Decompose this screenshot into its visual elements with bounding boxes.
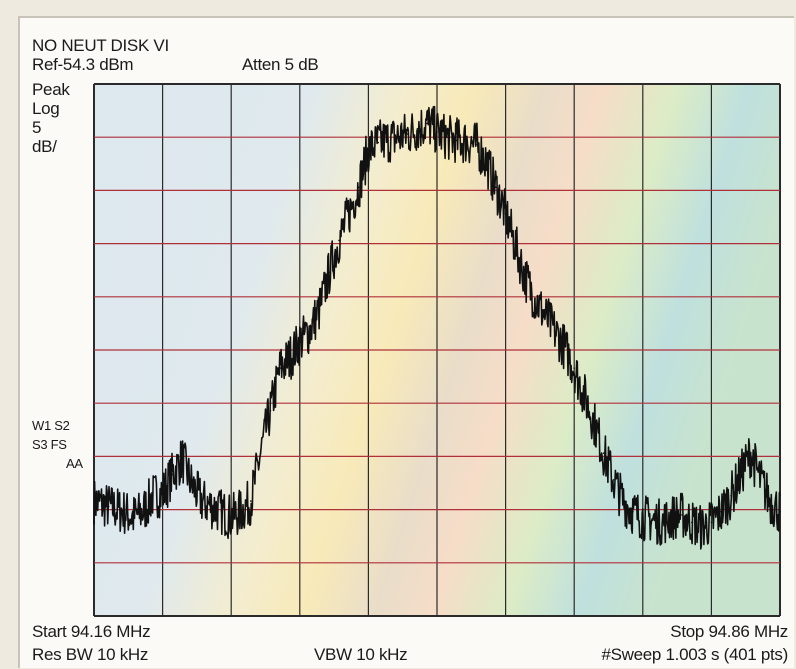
trace-point [161, 492, 164, 495]
trace-point [700, 526, 703, 529]
trace-point [622, 500, 624, 502]
trace-point [544, 314, 546, 316]
trace-point [691, 521, 693, 524]
trace-point [465, 140, 468, 143]
trace-point [593, 420, 595, 423]
trace-point [210, 505, 213, 508]
video-bandwidth: VBW 10 kHz [314, 645, 408, 664]
trace-point [524, 276, 526, 279]
trace-point [240, 510, 242, 513]
trace-point [107, 505, 110, 508]
marker-flags-row3: AA [66, 456, 83, 471]
trace-point [308, 330, 311, 332]
trace-point [122, 510, 125, 513]
trace-point [573, 367, 575, 369]
trace-point [651, 519, 654, 522]
attenuation: Atten 5 dB [242, 55, 319, 74]
trace-point [779, 510, 781, 513]
trace-point [436, 131, 438, 133]
trace-point [416, 127, 419, 130]
trace-point [181, 457, 183, 460]
trace-point [289, 356, 291, 359]
trace-point [406, 133, 409, 135]
marker-flags-row1: W1 S2 [32, 418, 70, 433]
stop-frequency: Stop 94.86 MHz [670, 622, 788, 641]
detector-mode: Peak [32, 80, 70, 99]
trace-point [250, 500, 252, 502]
trace-point [514, 244, 517, 247]
resolution-bandwidth: Res BW 10 kHz [32, 645, 149, 664]
trace-point [534, 298, 536, 300]
trace-point [318, 308, 321, 311]
trace-point [191, 484, 193, 486]
trace-point [485, 159, 487, 162]
trace-point [357, 186, 360, 189]
trace-point [259, 452, 262, 455]
trace-point [201, 500, 203, 502]
trace-point [132, 516, 134, 518]
marker-flags-row2: S3 FS [32, 437, 67, 452]
trace-point [730, 494, 732, 497]
trace-point [720, 510, 722, 513]
trace-layer [93, 105, 781, 550]
trace-point [142, 510, 144, 513]
trace-point [269, 409, 272, 412]
scale-unit: dB/ [32, 137, 57, 156]
trace-point [348, 213, 350, 215]
trace-point [328, 271, 331, 274]
trace-point [759, 479, 762, 481]
trace-point [769, 500, 771, 502]
trace-point [279, 367, 282, 369]
trace-point [367, 149, 370, 151]
screen-title: NO NEUT DISK VI [32, 36, 169, 55]
trace-point [495, 186, 497, 189]
trace-point [583, 393, 585, 396]
trace-point [671, 516, 673, 518]
trace-point [377, 141, 380, 144]
trace-point [475, 143, 478, 146]
trace-point [152, 494, 154, 497]
trace-point [563, 346, 566, 348]
trace-point [387, 139, 389, 142]
trace-point [602, 452, 605, 455]
trace-point [171, 473, 174, 476]
trace-point [504, 213, 507, 215]
trace-point [612, 479, 615, 481]
trace-point [661, 521, 664, 524]
trace-point [710, 521, 713, 524]
trace-point [681, 514, 683, 516]
trace-point [553, 330, 556, 332]
scale-type: Log [32, 99, 60, 118]
trace-point [632, 510, 634, 513]
trace-point [446, 136, 448, 138]
analyzer-frame: NO NEUT DISK VI Ref-54.3 dBm Atten 5 dB … [18, 16, 794, 668]
trace-point [299, 340, 301, 343]
sweep-time: #Sweep 1.003 s (401 pts) [601, 645, 788, 664]
trace-point [426, 122, 429, 125]
trace-point [220, 510, 223, 513]
trace-point [455, 139, 458, 142]
trace-point [93, 500, 95, 502]
trace-point [642, 516, 644, 518]
trace-point [740, 473, 742, 476]
start-frequency: Start 94.16 MHz [32, 622, 151, 641]
scale-value: 5 [32, 118, 42, 137]
trace-point [230, 516, 232, 518]
trace-point [749, 452, 752, 455]
trace-point [397, 136, 399, 138]
spectrum-trace [93, 105, 781, 550]
spectrum-plot [93, 83, 781, 617]
trace-point [338, 239, 340, 242]
reference-level: Ref-54.3 dBm [32, 55, 134, 74]
